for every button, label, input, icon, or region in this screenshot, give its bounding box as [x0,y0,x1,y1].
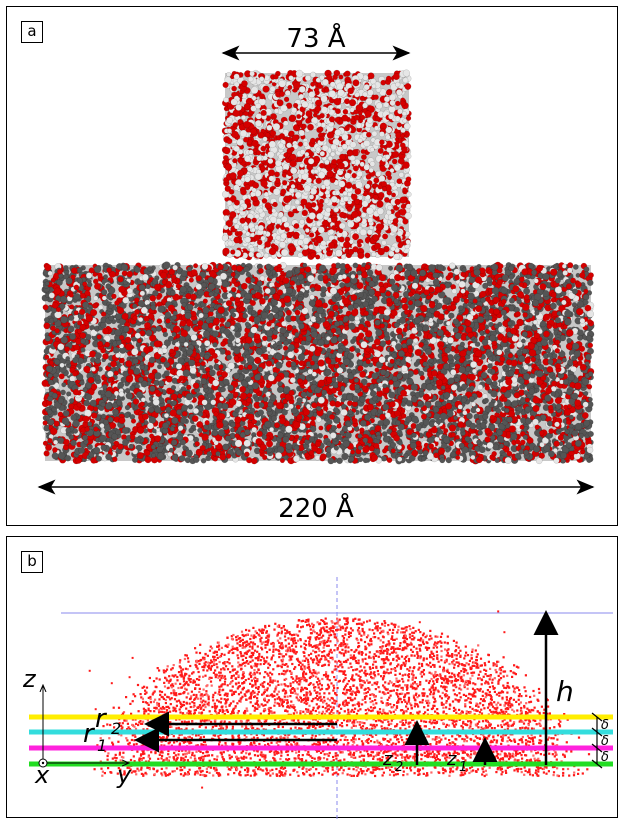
axis-z-label: z [22,665,37,693]
delta-brackets [591,712,603,769]
z1-subscript: 1 [459,760,467,775]
r1-label: r [83,719,96,749]
z2-label: z [382,749,393,770]
water-box [221,69,412,261]
panel-a-label: a [21,21,43,43]
axis-x-label: x [34,761,50,789]
panel-b: b [6,536,618,819]
height-label: h [556,675,574,708]
delta-label-3: δ [601,750,609,765]
top-width-label: 73 Å [286,22,345,54]
substrate-slab [41,261,595,465]
panel-a-figure: 73 Å 220 Å [37,22,595,524]
r2-subscript: 2 [111,719,121,738]
z2-subscript: 2 [395,760,403,775]
panel-b-label: b [21,551,43,573]
delta-label-2: δ [601,734,609,749]
r2-label: r [95,704,108,734]
z1-label: z [446,749,457,770]
delta-label-1: δ [601,718,609,733]
panel-a: a 73 Å 220 Å [6,6,618,526]
panel-b-figure: δ δ δ z x y r 2 r 1 z 2 z 1 h [22,577,613,819]
r1-subscript: 1 [97,736,107,755]
bottom-width-label: 220 Å [278,492,354,524]
axis-y-label: y [116,761,132,789]
